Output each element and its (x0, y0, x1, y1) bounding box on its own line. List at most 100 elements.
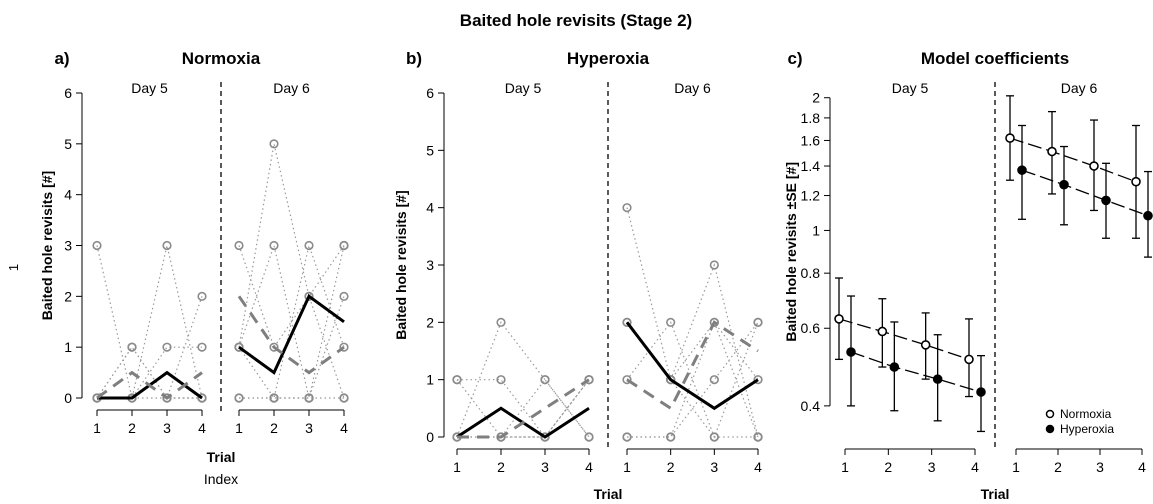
individual-point (339, 240, 349, 251)
y-tick-label: 2 (812, 90, 820, 106)
individual-point (127, 342, 137, 352)
individual-trace (627, 320, 759, 438)
x-tick-label: 1 (93, 420, 101, 436)
individual-trace (96, 346, 202, 399)
x-tick-label: 1 (841, 459, 849, 475)
y-axis-label: Baited hole revisits [#] (39, 171, 55, 320)
y-tick-label: 0 (426, 429, 434, 445)
individual-point (92, 240, 102, 251)
x-tick-label: 1 (1012, 459, 1020, 475)
facet-label: Day 6 (1061, 80, 1098, 96)
y-tick-label: 1 (64, 339, 72, 355)
x-tick-label: 2 (667, 459, 675, 475)
Normoxia-point (1131, 176, 1141, 187)
individual-trace (238, 143, 345, 399)
Hyperoxia-point (1059, 179, 1069, 190)
y-tick-label: 3 (64, 238, 72, 254)
individual-point (622, 203, 632, 213)
panel-title: Normoxia (182, 49, 261, 68)
individual-point (709, 432, 719, 442)
individual-point (666, 432, 676, 442)
x-tick-label: 2 (270, 420, 278, 436)
individual-trace (626, 321, 758, 438)
individual-point (304, 240, 314, 251)
Hyperoxia-point (1101, 195, 1111, 206)
panel-title: Hyperoxia (567, 49, 650, 68)
panel-2: b) Hyperoxia Day 5 Day 6 0 1 2 3 4 5 6 Baited hole … (393, 49, 763, 502)
individual-point (496, 375, 506, 385)
legend-label: Normoxia (1060, 407, 1112, 421)
median-line (457, 378, 590, 439)
individual-point (709, 260, 719, 270)
Normoxia-point (877, 326, 888, 337)
x-tick-label: 2 (128, 420, 136, 436)
x-tick-label: 2 (1054, 459, 1062, 475)
y-tick-label: 3 (426, 257, 434, 273)
figure-title: Baited hole revisits (Stage 2) (460, 11, 692, 30)
y-tick-label: 1.2 (801, 188, 821, 204)
panel-3: c) Model coefficients Day 5 Day 6 0.4 0.6 0.8 1… (783, 49, 1153, 502)
individual-point (162, 342, 172, 352)
Normoxia-point (964, 354, 974, 365)
y-tick-label: 1 (426, 372, 434, 388)
mean-line (625, 321, 759, 411)
x-tick-label: 1 (453, 459, 461, 475)
individual-point (234, 240, 244, 251)
y-tick-label: 5 (64, 136, 72, 152)
individual-point (197, 393, 207, 403)
Hyperoxia-connector (1021, 169, 1149, 217)
y-tick-label: 6 (426, 85, 434, 101)
median-line (96, 370, 203, 400)
individual-point (666, 317, 676, 327)
individual-point (753, 317, 763, 327)
individual-point (584, 432, 594, 442)
Hyperoxia-point (846, 347, 856, 357)
Normoxia-point (1047, 146, 1057, 157)
mean-line (238, 294, 345, 375)
individual-point (709, 375, 719, 385)
individual-point (339, 393, 349, 403)
individual-trace (457, 379, 590, 438)
facet-label: Day 6 (674, 80, 711, 96)
y-tick-label: 1 (812, 222, 820, 238)
facet-label: Day 5 (505, 80, 542, 96)
panel-label: c) (787, 49, 802, 68)
individual-point (162, 393, 172, 403)
individual-point (197, 291, 207, 301)
y-tick-label: 5 (426, 142, 434, 158)
median-line (626, 320, 759, 411)
y-tick-label: 6 (64, 85, 72, 101)
individual-point (339, 342, 349, 352)
Normoxia-connector (1009, 137, 1137, 183)
facet-label: Day 5 (131, 80, 168, 96)
individual-trace (97, 245, 203, 399)
individual-point (197, 342, 207, 352)
panel-label: a) (54, 49, 69, 68)
y-axis-label: Baited hole revisits [#] (393, 190, 409, 339)
y-axis-label: Baited hole revisits ±SE [#] (783, 162, 799, 342)
Hyperoxia-point (1017, 165, 1027, 175)
x-tick-label: 2 (884, 459, 892, 475)
x-tick-label: 2 (497, 459, 505, 475)
y-tick-label: 0.8 (801, 265, 821, 281)
individual-trace (457, 379, 590, 438)
x-tick-label: 4 (754, 459, 762, 475)
individual-point (452, 375, 462, 385)
x-tick-label: 1 (235, 420, 243, 436)
x-tick-label: 3 (541, 459, 549, 475)
facet-label: Day 6 (273, 80, 310, 96)
x-tick-label: 3 (1096, 459, 1104, 475)
individual-trace (457, 378, 590, 438)
legend-label: Hyperoxia (1060, 422, 1114, 436)
median-line (237, 295, 345, 375)
x-axis-label: Trial (981, 486, 1010, 502)
individual-trace (456, 379, 590, 438)
x-tick-label: 3 (305, 420, 313, 436)
individual-point (622, 375, 632, 385)
facet-label: Day 5 (892, 80, 929, 96)
panels: a) Normoxia Day 5 Day 6 0 1 2 3 4 5 6 Baited hole r… (6, 49, 1153, 502)
Hyperoxia-point (976, 387, 986, 397)
y-tick-label: 0.4 (801, 398, 821, 414)
individual-point (269, 393, 279, 403)
